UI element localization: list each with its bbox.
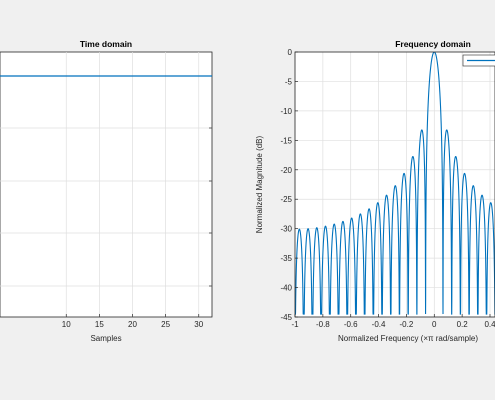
time-axes-box xyxy=(0,51,213,318)
freq-y-tick-label: -15 xyxy=(280,136,292,145)
freq-y-tick-label: -40 xyxy=(280,284,292,293)
time-x-ticks: 10 15 20 25 30 xyxy=(62,127,212,329)
freq-y-ticks: 0 -5 -10 -15 -20 -25 -30 -35 -40 -45 xyxy=(280,48,298,322)
freq-axes-box xyxy=(294,51,495,318)
freq-x-tick-label: -1 xyxy=(291,320,299,329)
freq-x-tick-label: -0.6 xyxy=(344,320,358,329)
time-title: Time domain xyxy=(80,39,132,49)
time-domain-plot: 10 15 20 25 30 Time domain Samples xyxy=(0,39,213,343)
freq-y-tick-label: 0 xyxy=(288,48,293,57)
freq-title: Frequency domain xyxy=(395,39,471,49)
time-x-tick-label: 15 xyxy=(95,320,104,329)
freq-y-tick-label: -5 xyxy=(285,77,293,86)
time-x-tick-label: 10 xyxy=(62,320,71,329)
freq-y-tick-label: -10 xyxy=(280,107,292,116)
freq-x-tick-label: -0.2 xyxy=(400,320,414,329)
freq-x-tick-label: 0.2 xyxy=(457,320,469,329)
freq-y-tick-label: -45 xyxy=(280,313,292,322)
time-grid xyxy=(0,52,212,317)
freq-xlabel: Normalized Frequency (×π rad/sample) xyxy=(338,334,478,343)
freq-response-line xyxy=(295,52,495,315)
time-x-tick-label: 30 xyxy=(194,320,203,329)
freq-legend[interactable] xyxy=(462,54,495,67)
time-x-tick-label: 20 xyxy=(128,320,137,329)
time-x-tick-label: 25 xyxy=(161,320,170,329)
frequency-domain-plot: -1 -0.8 -0.6 -0.4 -0.2 0 0.2 0.4 0 -5 -10 -15 -20 -2… xyxy=(255,39,495,343)
freq-x-tick-label: -0.4 xyxy=(372,320,386,329)
freq-x-ticks: -1 -0.8 -0.6 -0.4 -0.2 0 0.2 0.4 xyxy=(291,314,495,329)
freq-x-tick-label: 0 xyxy=(432,320,437,329)
freq-x-tick-label: 0.4 xyxy=(484,320,495,329)
freq-y-tick-label: -25 xyxy=(280,195,292,204)
freq-y-tick-label: -20 xyxy=(280,166,292,175)
freq-y-tick-label: -35 xyxy=(280,254,292,263)
freq-ylabel: Normalized Magnitude (dB) xyxy=(255,135,264,233)
freq-y-tick-label: -30 xyxy=(280,225,292,234)
time-xlabel: Samples xyxy=(90,334,121,343)
freq-axes-bg xyxy=(295,52,495,317)
freq-x-tick-label: -0.8 xyxy=(316,320,330,329)
